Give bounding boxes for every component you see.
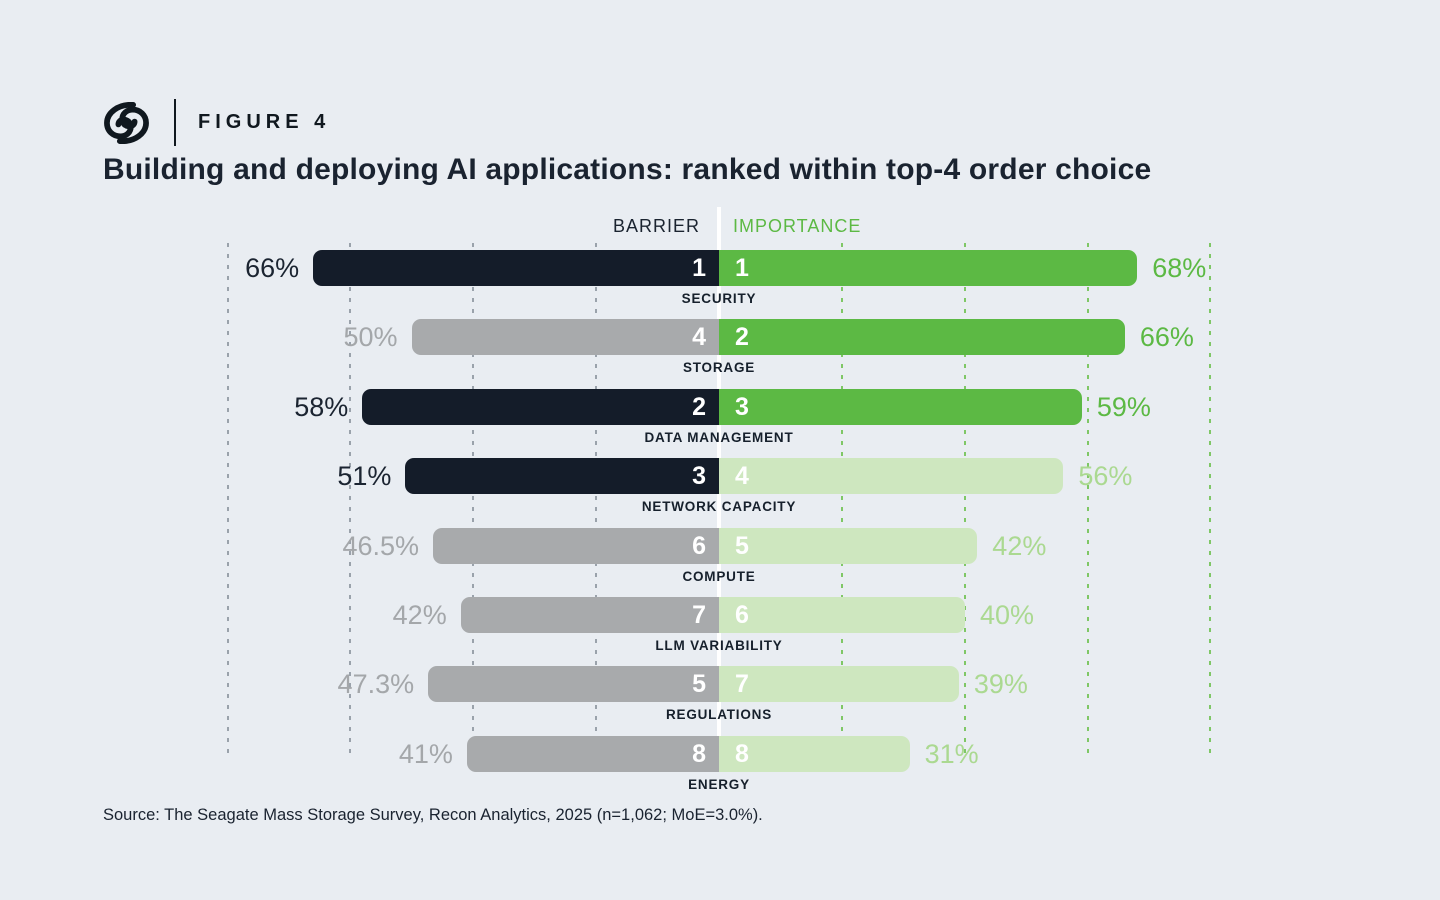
importance-bar: 6 [719,597,965,633]
category-label: LLM VARIABILITY [655,638,783,653]
category-label: SECURITY [681,291,757,306]
chart-row-storage: 50% 4 2 66% STORAGE [227,319,1211,388]
gridline-green-60 [1087,243,1089,760]
chart-row-compute: 46.5% 6 5 42% COMPUTE [227,527,1211,597]
gridline-green-20 [841,243,843,760]
barrier-percent-label: 51% [337,461,392,492]
chart-row-security: 66% 1 1 68% SECURITY [227,250,1211,319]
source-note: Source: The Seagate Mass Storage Survey,… [103,806,763,824]
barrier-rank: 3 [692,462,706,491]
barrier-bar: 6 [433,527,719,564]
category-label: ENERGY [688,776,750,792]
barrier-rank: 5 [692,670,706,699]
barrier-percent-label: 50% [343,322,398,353]
barrier-rank: 1 [692,254,706,282]
importance-rank: 4 [735,462,749,491]
category-label: REGULATIONS [665,707,773,723]
barrier-rank: 6 [692,531,706,560]
importance-rank: 1 [735,254,749,282]
barrier-percent-label: 42% [392,600,447,630]
importance-bar: 3 [719,388,1082,425]
barrier-rank: 8 [692,739,706,768]
page-title: Building and deploying AI applications: … [103,153,1152,186]
importance-bar: 7 [719,666,959,703]
importance-rank: 2 [735,323,749,352]
barrier-percent-label: 47.3% [337,669,415,700]
importance-percent-label: 42% [992,530,1047,561]
barrier-rank: 4 [692,323,706,352]
importance-bar: 8 [719,735,910,772]
gridline-green-40 [964,243,966,760]
column-header-importance: IMPORTANCE [733,216,862,236]
importance-rank: 7 [735,670,749,699]
gridline-green-80 [1209,243,1211,760]
importance-percent-label: 31% [924,738,979,769]
importance-percent-label: 39% [973,669,1028,700]
barrier-percent-label: 41% [398,738,453,769]
barrier-bar: 1 [313,250,719,286]
brand-divider [174,99,176,146]
gridline-gray-60 [349,243,351,760]
barrier-bar: 3 [405,458,719,495]
barrier-bar: 7 [460,597,719,633]
importance-rank: 6 [735,601,749,629]
barrier-bar: 8 [466,735,719,772]
importance-percent-label: 68% [1152,253,1207,283]
category-label: COMPUTE [682,568,756,584]
importance-rank: 5 [735,531,749,560]
gridline-gray-20 [595,243,597,760]
barrier-rank: 2 [692,392,706,421]
chart-row-data-management: 58% 2 3 59% DATA MANAGEMENT [227,388,1211,458]
category-label: NETWORK CAPACITY [641,499,797,515]
chart-rows: 66% 1 1 68% SECURITY 50% 4 2 66% STORAGE 58% 2 3 59% D… [227,250,1211,792]
barrier-bar: 5 [428,666,719,703]
importance-percent-label: 59% [1096,391,1151,422]
category-label: DATA MANAGEMENT [644,429,794,445]
figure-label: FIGURE 4 [198,111,331,133]
importance-bar: 1 [719,250,1138,286]
barrier-bar: 4 [411,319,719,356]
importance-bar: 2 [719,319,1125,356]
column-header-barrier: BARRIER [612,216,700,236]
seagate-logo-icon [104,101,149,144]
chart-gridlines [227,243,1211,760]
importance-percent-label: 66% [1139,322,1194,353]
barrier-rank: 7 [692,601,706,629]
importance-bar: 5 [719,527,978,564]
barrier-percent-label: 58% [294,391,349,422]
importance-rank: 3 [735,392,749,421]
chart-row-network-capacity: 51% 3 4 56% NETWORK CAPACITY [227,458,1211,527]
chart-row-llm-variability: 42% 7 6 40% LLM VARIABILITY [227,597,1211,666]
gridline-gray-80 [227,243,229,760]
barrier-bar: 2 [362,388,719,425]
importance-percent-label: 56% [1078,461,1133,492]
category-label: STORAGE [682,360,756,376]
importance-percent-label: 40% [980,600,1035,630]
barrier-percent-label: 66% [245,253,300,283]
barrier-percent-label: 46.5% [342,530,420,561]
importance-rank: 8 [735,739,749,768]
chart-row-energy: 41% 8 8 31% ENERGY [227,735,1211,805]
importance-bar: 4 [719,458,1064,495]
brand-row: FIGURE 4 [103,99,330,146]
gridline-gray-40 [472,243,474,760]
chart-row-regulations: 47.3% 5 7 39% REGULATIONS [227,666,1211,735]
